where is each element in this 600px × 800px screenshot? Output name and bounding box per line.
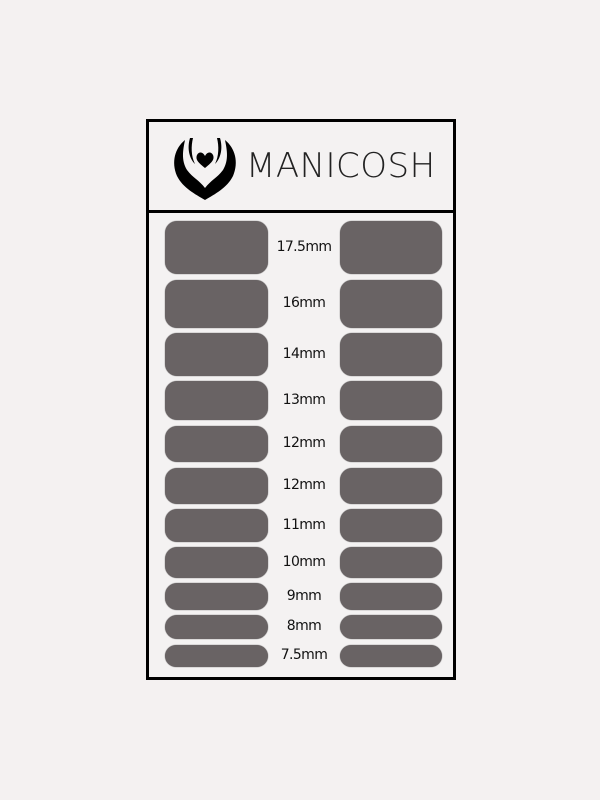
hands-heart-logo-icon xyxy=(174,138,236,200)
nail-strip-left xyxy=(165,645,268,667)
nail-strip-left xyxy=(165,280,268,328)
size-label: 13mm xyxy=(282,391,326,408)
nail-strip-right xyxy=(340,615,442,639)
size-label: 8mm xyxy=(286,618,322,634)
nail-strip-right xyxy=(340,381,442,420)
nail-strip-left xyxy=(165,333,268,376)
size-label: 17.5mm xyxy=(276,238,332,255)
size-label: 10mm xyxy=(282,553,326,570)
size-row: 9mm xyxy=(149,583,453,610)
nail-strip-left xyxy=(165,547,268,578)
size-label: 12mm xyxy=(282,477,326,493)
nail-strip-right xyxy=(340,468,442,504)
nail-strip-right xyxy=(340,509,442,542)
nail-strip-left xyxy=(165,509,268,542)
size-row: 12mm xyxy=(149,426,453,462)
nail-strip-left xyxy=(165,221,268,274)
size-label: 16mm xyxy=(282,295,326,311)
size-row: 8mm xyxy=(149,615,453,639)
nail-strip-right xyxy=(340,333,442,376)
nail-strip-right xyxy=(340,583,442,610)
nail-strip-left xyxy=(165,583,268,610)
size-row: 13mm xyxy=(149,381,453,420)
size-label: 9mm xyxy=(286,587,322,604)
nail-strip-left xyxy=(165,468,268,504)
size-row: 17.5mm xyxy=(149,221,453,274)
size-label: 12mm xyxy=(282,435,326,451)
size-row: 14mm xyxy=(149,333,453,376)
size-row: 16mm xyxy=(149,280,453,328)
nail-strip-left xyxy=(165,615,268,639)
size-label: 11mm xyxy=(282,516,326,533)
nail-strip-left xyxy=(165,426,268,462)
size-label: 7.5mm xyxy=(280,647,328,663)
size-label: 14mm xyxy=(282,345,326,362)
nail-strip-right xyxy=(340,280,442,328)
nail-strip-right xyxy=(340,645,442,667)
nail-strip-right xyxy=(340,221,442,274)
nail-strip-left xyxy=(165,381,268,420)
size-row: 12mm xyxy=(149,468,453,504)
nail-strip-right xyxy=(340,547,442,578)
sheet-header: MANICOSH xyxy=(149,122,453,213)
size-row: 7.5mm xyxy=(149,645,453,667)
size-row: 10mm xyxy=(149,547,453,578)
size-row: 11mm xyxy=(149,509,453,542)
nail-wrap-sheet: MANICOSH 17.5mm 16mm 14mm 13mm 12mm 12mm… xyxy=(146,119,456,680)
nail-strip-right xyxy=(340,426,442,462)
brand-name: MANICOSH xyxy=(246,146,436,186)
